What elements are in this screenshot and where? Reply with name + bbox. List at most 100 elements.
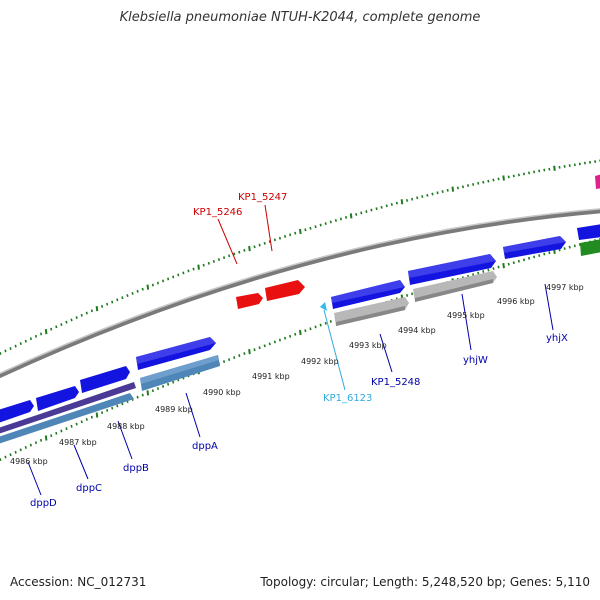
minor-tick bbox=[578, 162, 581, 166]
minor-tick bbox=[70, 424, 73, 428]
minor-tick bbox=[573, 244, 576, 248]
minor-tick bbox=[177, 273, 180, 277]
gene-pink[interactable] bbox=[595, 174, 600, 189]
minor-tick bbox=[24, 446, 27, 449]
minor-tick bbox=[385, 204, 388, 208]
minor-tick bbox=[538, 169, 541, 173]
minor-tick bbox=[289, 233, 292, 237]
scale-labels: 4986 kbp 4987 kbp 4988 kbp 4989 kbp 4990… bbox=[10, 283, 584, 466]
minor-tick bbox=[116, 404, 119, 408]
gene-label-dppC[interactable]: dppC bbox=[76, 483, 102, 494]
minor-tick bbox=[497, 177, 500, 181]
minor-tick bbox=[543, 168, 546, 172]
major-tick bbox=[146, 390, 150, 396]
minor-tick bbox=[405, 199, 409, 202]
major-tick bbox=[299, 228, 302, 235]
minor-tick bbox=[304, 329, 307, 333]
minor-tick bbox=[375, 207, 378, 211]
major-tick bbox=[248, 245, 251, 252]
minor-tick bbox=[319, 323, 322, 327]
minor-tick bbox=[329, 320, 332, 323]
gene-label-yhjW[interactable]: yhjW bbox=[463, 355, 488, 366]
minor-tick bbox=[228, 358, 231, 362]
minor-tick bbox=[431, 192, 434, 196]
minor-tick bbox=[253, 245, 256, 249]
minor-tick bbox=[80, 313, 83, 317]
minor-tick bbox=[411, 292, 414, 296]
minor-tick bbox=[558, 165, 561, 169]
gene-label-yhjX[interactable]: yhjX bbox=[546, 333, 568, 344]
scale-label-4994: 4994 kbp bbox=[398, 326, 436, 335]
minor-tick bbox=[482, 270, 485, 274]
minor-tick bbox=[228, 254, 231, 258]
minor-tick bbox=[436, 191, 439, 195]
minor-tick bbox=[283, 235, 287, 238]
minor-tick bbox=[339, 217, 343, 221]
scale-label-4993: 4993 kbp bbox=[349, 341, 387, 350]
minor-tick bbox=[309, 327, 312, 331]
minor-tick bbox=[111, 300, 114, 304]
minor-tick bbox=[90, 415, 93, 419]
major-tick bbox=[349, 213, 353, 219]
gene-forward-1[interactable] bbox=[331, 280, 405, 309]
gene-label-dppA[interactable]: dppA bbox=[192, 441, 218, 452]
minor-tick bbox=[238, 250, 241, 254]
minor-tick bbox=[131, 291, 134, 295]
gene-label-kp1-6123[interactable]: KP1_6123 bbox=[323, 393, 372, 404]
gene-dpp-forward-4[interactable] bbox=[0, 400, 34, 423]
minor-tick bbox=[4, 349, 7, 353]
cds-blue-dppA[interactable] bbox=[140, 355, 220, 391]
minor-tick bbox=[167, 382, 170, 386]
minor-tick bbox=[222, 360, 226, 364]
minor-tick bbox=[426, 193, 429, 197]
minor-tick bbox=[278, 338, 282, 342]
minor-tick bbox=[492, 178, 495, 182]
minor-tick bbox=[34, 441, 38, 445]
minor-tick bbox=[568, 164, 571, 168]
minor-tick bbox=[283, 336, 287, 340]
gene-label-kp1-5247[interactable]: KP1_5247 bbox=[238, 192, 287, 203]
minor-tick bbox=[289, 334, 292, 338]
gene-dpp-forward-3[interactable] bbox=[36, 386, 79, 411]
minor-tick bbox=[50, 434, 53, 438]
minor-tick bbox=[111, 406, 114, 410]
minor-tick bbox=[217, 258, 221, 261]
gene-kp1-6123[interactable] bbox=[320, 302, 327, 311]
gene-label-kp1-5246[interactable]: KP1_5246 bbox=[193, 207, 242, 218]
minor-tick bbox=[268, 240, 271, 244]
minor-tick bbox=[522, 172, 526, 176]
minor-tick bbox=[527, 171, 531, 175]
minor-tick bbox=[151, 389, 154, 393]
minor-tick bbox=[344, 215, 348, 219]
gene-dpp-forward-2[interactable] bbox=[80, 366, 130, 393]
gene-forward-2[interactable] bbox=[408, 254, 496, 285]
minor-tick bbox=[85, 418, 88, 421]
minor-tick bbox=[212, 259, 215, 263]
minor-tick bbox=[55, 431, 58, 435]
genome-backbone-highlight bbox=[0, 208, 600, 375]
gene-label-kp1-5248[interactable]: KP1_5248 bbox=[371, 377, 420, 388]
minor-tick bbox=[50, 327, 53, 331]
gene-dpp-forward-1[interactable] bbox=[136, 337, 216, 370]
minor-tick bbox=[65, 320, 68, 324]
gene-gray-2[interactable] bbox=[413, 271, 497, 302]
major-tick bbox=[400, 199, 404, 205]
gene-forward-3[interactable] bbox=[503, 236, 566, 259]
minor-tick bbox=[192, 267, 195, 271]
minor-tick bbox=[39, 332, 43, 336]
gene-label-dppB[interactable]: dppB bbox=[123, 463, 149, 474]
gene-green[interactable] bbox=[580, 239, 600, 256]
minor-tick bbox=[238, 354, 241, 358]
gene-kp1-5246[interactable] bbox=[236, 293, 263, 309]
gene-kp1-5247[interactable] bbox=[265, 280, 305, 301]
gene-forward-4[interactable] bbox=[577, 224, 600, 240]
minor-tick bbox=[507, 175, 510, 179]
gene-label-dppD[interactable]: dppD bbox=[30, 498, 57, 509]
minor-tick bbox=[497, 265, 500, 269]
minor-tick bbox=[329, 220, 332, 224]
gene-gray-1[interactable] bbox=[334, 297, 409, 326]
minor-tick bbox=[34, 334, 38, 338]
scale-label-4992: 4992 kbp bbox=[301, 357, 339, 366]
scale-label-4990: 4990 kbp bbox=[203, 388, 241, 397]
minor-tick bbox=[29, 443, 32, 447]
